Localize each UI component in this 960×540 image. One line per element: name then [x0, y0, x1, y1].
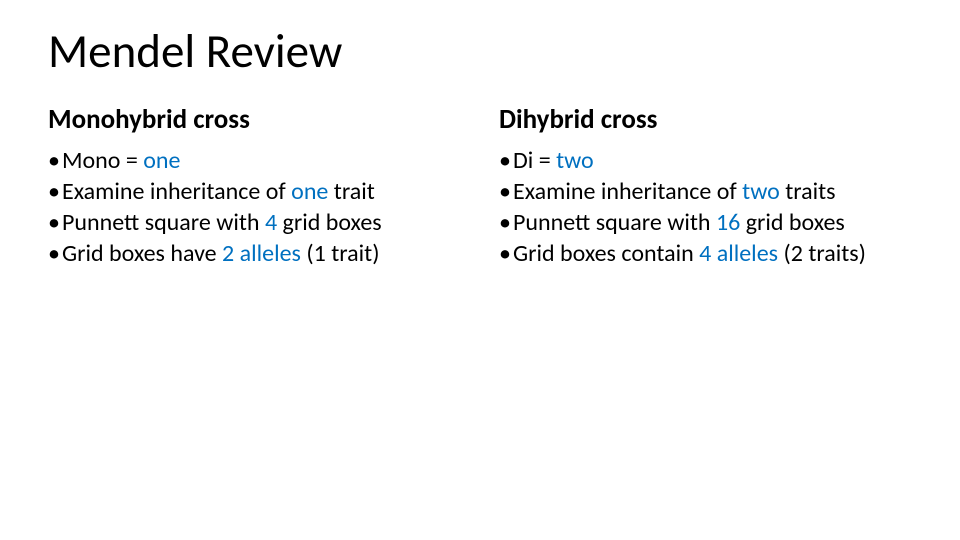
slide: Mendel Review Monohybrid cross • Mono = … — [0, 0, 960, 540]
bullet-icon: • — [48, 145, 62, 176]
bullet-icon: • — [499, 145, 513, 176]
list-item-text: Examine inheritance of one trait — [62, 176, 375, 207]
emphasis: one — [291, 177, 328, 206]
bullet-icon: • — [499, 207, 513, 238]
list-item: • Mono = one — [48, 145, 475, 176]
bullet-icon: • — [48, 238, 62, 269]
bullet-icon: • — [48, 176, 62, 207]
list-item-text: Mono = one — [62, 145, 180, 176]
list-item: • Grid boxes have 2 alleles (1 trait) — [48, 238, 475, 269]
emphasis: 4 alleles — [699, 239, 778, 268]
columns: Monohybrid cross • Mono = one • Examine … — [48, 104, 926, 270]
emphasis: two — [742, 177, 780, 206]
column-right: Dihybrid cross • Di = two • Examine inhe… — [499, 104, 926, 270]
list-item-text: Grid boxes contain 4 alleles (2 traits) — [513, 238, 866, 269]
slide-title: Mendel Review — [48, 26, 926, 78]
emphasis: one — [143, 146, 180, 175]
list-item: • Grid boxes contain 4 alleles (2 traits… — [499, 238, 926, 269]
list-item: • Punnett square with 4 grid boxes — [48, 207, 475, 238]
list-item: • Examine inheritance of one trait — [48, 176, 475, 207]
list-item: • Punnett square with 16 grid boxes — [499, 207, 926, 238]
list-item-text: Punnett square with 4 grid boxes — [62, 207, 382, 238]
bullet-icon: • — [499, 238, 513, 269]
left-heading: Monohybrid cross — [48, 104, 475, 135]
bullet-icon: • — [48, 207, 62, 238]
emphasis: two — [556, 146, 594, 175]
emphasis: 2 alleles — [222, 239, 301, 268]
emphasis: 4 — [265, 208, 277, 237]
right-heading: Dihybrid cross — [499, 104, 926, 135]
list-item-text: Grid boxes have 2 alleles (1 trait) — [62, 238, 379, 269]
bullet-icon: • — [499, 176, 513, 207]
list-item: • Di = two — [499, 145, 926, 176]
column-left: Monohybrid cross • Mono = one • Examine … — [48, 104, 475, 270]
list-item-text: Punnett square with 16 grid boxes — [513, 207, 845, 238]
list-item-text: Di = two — [513, 145, 594, 176]
list-item-text: Examine inheritance of two traits — [513, 176, 836, 207]
list-item: • Examine inheritance of two traits — [499, 176, 926, 207]
emphasis: 16 — [716, 208, 740, 237]
